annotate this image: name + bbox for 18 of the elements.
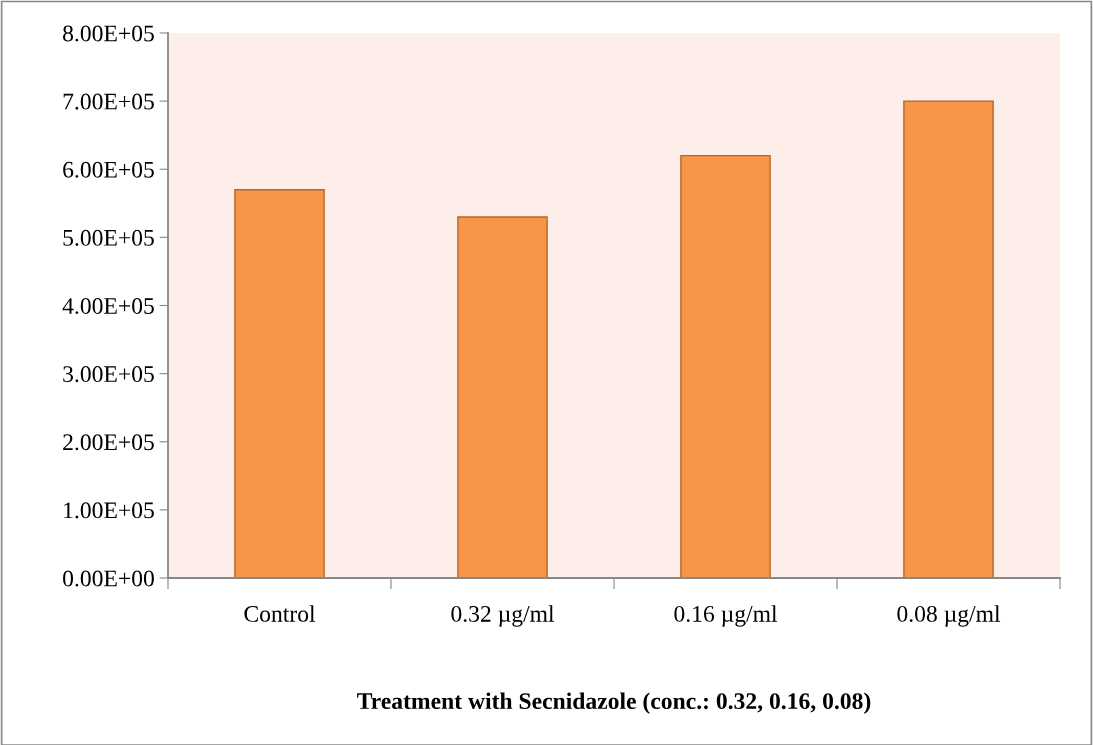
x-axis-title: Treatment with Secnidazole (conc.: 0.32, 0.16, 0.08) xyxy=(357,692,871,714)
x-tick-label: 0.32 µg/ml xyxy=(451,605,555,627)
x-tick-label: Control xyxy=(244,605,316,622)
x-tick-label: 0.08 µg/ml xyxy=(897,605,1001,627)
y-tick-label: 1.00E+05 xyxy=(64,502,154,519)
y-tick-label: 6.00E+05 xyxy=(63,161,154,178)
y-tick-label: 8.00E+05 xyxy=(63,25,154,42)
y-tick-label: 2.00E+05 xyxy=(63,434,154,451)
bar xyxy=(234,188,325,578)
y-tick-label: 4.00E+05 xyxy=(62,297,154,315)
bar xyxy=(903,100,994,578)
x-tick-label: 0.16 µg/ml xyxy=(674,605,778,627)
y-tick-label: 7.00E+05 xyxy=(63,93,154,110)
bar xyxy=(680,154,771,578)
y-tick-label: 0.00E+00 xyxy=(63,570,154,587)
bar xyxy=(457,216,548,578)
y-tick-label: 3.00E+05 xyxy=(63,366,154,383)
y-tick-label: 5.00E+05 xyxy=(63,229,154,246)
